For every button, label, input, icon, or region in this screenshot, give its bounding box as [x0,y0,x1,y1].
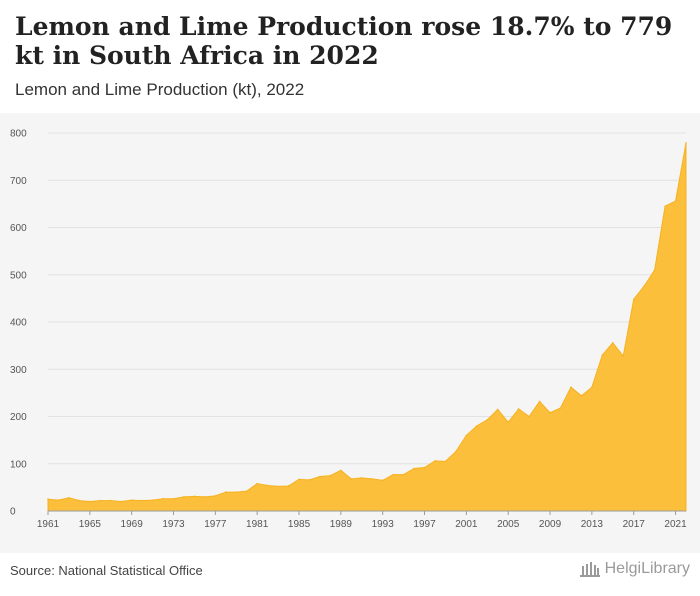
y-tick-label: 200 [10,412,27,423]
data-point [528,415,530,418]
x-tick-label: 1961 [37,519,60,530]
data-point [162,497,164,500]
y-tick-label: 400 [10,318,27,329]
data-point [225,491,227,493]
data-point [308,479,311,481]
data-point [256,482,258,485]
data-point [381,479,384,482]
y-tick-label: 100 [10,459,27,470]
data-point [570,386,572,389]
data-point [193,495,196,498]
chart-title: Lemon and Lime Production rose 18.7% to … [15,12,673,70]
data-point [360,477,363,479]
data-point [47,498,49,500]
data-point [392,473,394,476]
data-point [496,408,499,411]
data-point [580,394,583,397]
area-chart: 0 100 200 300 400 500 600 700 800 1961 1965 1969 197… [10,129,687,531]
x-tick-label: 1981 [246,519,269,530]
data-point [109,499,112,502]
data-point [444,460,447,463]
x-tick-label: 1965 [79,519,102,530]
x-tick-label: 2021 [664,519,687,530]
data-point [601,354,604,356]
x-tick-label: 1993 [372,519,395,530]
data-point [632,298,635,301]
helgi-library-logo: HelgiLibrary [579,560,690,578]
data-point [89,500,91,503]
data-point [319,475,321,478]
data-point [340,469,342,472]
x-tick-label: 1969 [121,519,144,530]
data-point [413,467,415,470]
data-point [486,419,489,421]
data-point [538,400,541,403]
data-point [685,142,687,144]
data-point [476,425,478,427]
data-point [371,478,374,480]
data-point [266,484,269,487]
y-tick-label: 500 [10,270,27,281]
chart-panel: 0 100 200 300 400 500 600 700 800 1961 1965 1969 197… [0,113,700,553]
x-tick-label: 1977 [204,519,227,530]
data-point [287,485,290,487]
x-tick-label: 1997 [413,519,436,530]
data-point [68,496,70,499]
data-point [298,478,300,481]
chart-header: Lemon and Lime Production rose 18.7% to … [0,0,700,113]
data-point [141,499,143,502]
data-point [517,408,520,410]
data-point [277,485,279,488]
data-point [402,473,405,476]
data-point [434,460,436,462]
data-point [235,491,238,493]
data-point [183,496,185,498]
data-point [549,411,551,414]
data-point [350,478,353,480]
data-point [99,499,102,502]
x-tick-label: 1989 [330,519,353,530]
data-point [120,500,123,503]
x-tick-label: 2017 [623,519,646,530]
data-point [423,466,426,469]
y-tick-label: 700 [10,176,27,187]
x-tick-label: 2009 [539,519,562,530]
data-point [465,434,468,437]
y-tick-label: 0 [10,507,16,518]
data-point [653,269,656,271]
data-point [455,450,457,453]
data-point [57,499,60,501]
data-point [172,497,175,500]
data-point [245,490,248,492]
x-tick-label: 2005 [497,519,520,530]
data-point [329,474,332,477]
production-area [47,142,687,512]
x-tick-label: 2013 [581,519,604,530]
data-point [204,496,206,498]
data-point [591,386,593,389]
data-point [151,499,154,501]
data-point [622,355,625,357]
data-point [130,499,133,501]
x-tick-label: 1973 [162,519,185,530]
library-building-icon [579,562,600,577]
data-point [78,499,81,502]
y-tick-label: 300 [10,365,27,376]
data-point [674,200,677,202]
y-tick-label: 600 [10,223,27,234]
chart-subtitle: Lemon and Lime Production (kt), 2022 [15,80,305,99]
data-point [559,407,562,409]
x-tick-label: 1985 [288,519,311,530]
logo-text: HelgiLibrary [604,560,690,577]
source-note: Source: National Statistical Office [10,563,203,578]
data-point [507,421,509,423]
y-tick-label: 800 [10,129,27,140]
data-point [214,495,217,497]
x-tick-label: 2001 [455,519,478,530]
data-point [643,285,645,287]
data-point [611,341,614,344]
data-point [664,205,666,208]
